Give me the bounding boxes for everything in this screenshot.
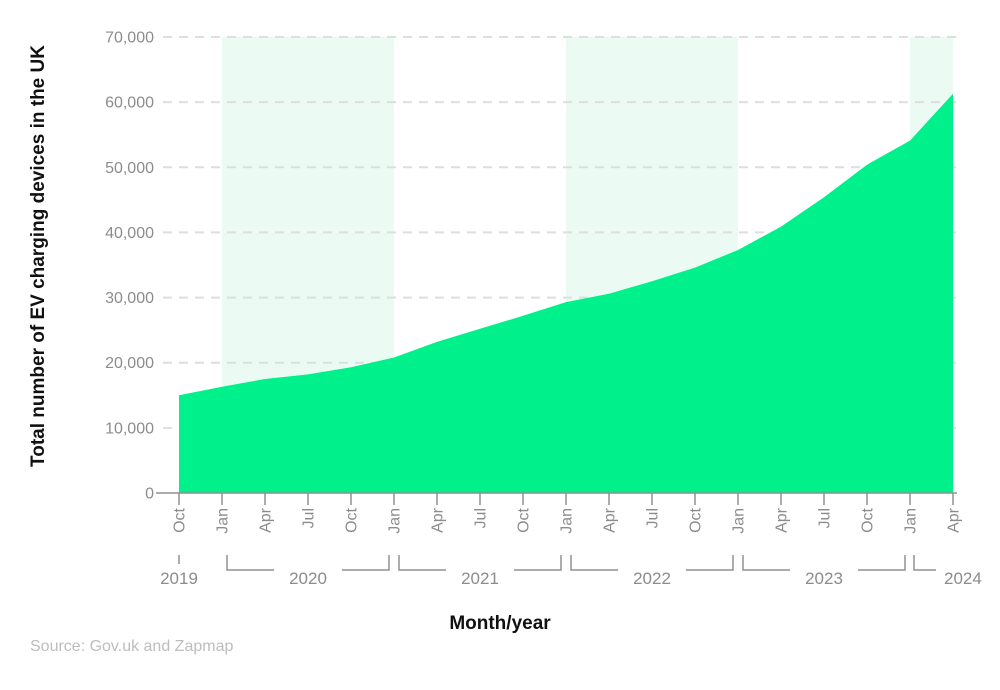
year-label: 2022: [633, 569, 671, 588]
x-tick-label: Jan: [215, 508, 232, 534]
y-tick-label: 10,000: [105, 420, 154, 437]
x-tick-label: Oct: [688, 507, 705, 532]
ev-chargers-area-chart: Oct Jan Apr Jul Oct Jan Apr Jul Oct Jan Apr Jul Oct J…: [105, 30, 982, 589]
x-tick-label: Jan: [387, 508, 404, 534]
x-tick-label: Jan: [903, 508, 920, 534]
x-tick-label: Apr: [602, 507, 619, 533]
year-label: 2023: [805, 569, 843, 588]
x-tick-label: Apr: [946, 507, 963, 533]
y-tick-label: 0: [145, 486, 154, 503]
year-label: 2019: [160, 569, 198, 588]
year-bracket: [913, 555, 936, 571]
year-bracket: [398, 555, 446, 571]
y-tick-label: 30,000: [105, 290, 154, 307]
x-tick-label: Jan: [731, 508, 748, 534]
x-tick-label: Jul: [301, 508, 318, 528]
y-tick-label: 50,000: [105, 160, 154, 177]
year-bracket: [742, 555, 790, 571]
source-note: Source: Gov.uk and Zapmap: [30, 638, 234, 655]
y-tick-label: 70,000: [105, 30, 154, 47]
year-bracket: [570, 555, 618, 571]
year-bracket: [514, 555, 562, 571]
year-bracket: [686, 555, 734, 571]
x-axis-title: Month/year: [449, 613, 551, 634]
x-tick-label: Jul: [473, 508, 490, 528]
x-tick-label: Apr: [774, 507, 791, 533]
year-label: 2021: [461, 569, 499, 588]
x-tick-label: Oct: [344, 507, 361, 532]
y-axis-title: Total number of EV charging devices in t…: [28, 45, 49, 467]
x-tick-label: Apr: [430, 507, 447, 533]
y-tick-label: 60,000: [105, 95, 154, 112]
area-series: [179, 93, 953, 493]
x-tick-label: Jul: [817, 508, 834, 528]
x-tick-label: Apr: [258, 507, 275, 533]
x-tick-label: Oct: [860, 507, 877, 532]
year-label: 2024: [944, 569, 982, 588]
x-tick-label: Jul: [645, 508, 662, 528]
y-tick-label: 40,000: [105, 225, 154, 242]
x-tick-label: Oct: [172, 507, 189, 532]
y-tick-label: 20,000: [105, 355, 154, 372]
year-bracket: [858, 555, 906, 571]
year-bracket: [342, 555, 390, 571]
x-tick-label: Oct: [516, 507, 533, 532]
x-tick-label: Jan: [559, 508, 576, 534]
year-label: 2020: [289, 569, 327, 588]
year-bracket: [226, 555, 274, 571]
